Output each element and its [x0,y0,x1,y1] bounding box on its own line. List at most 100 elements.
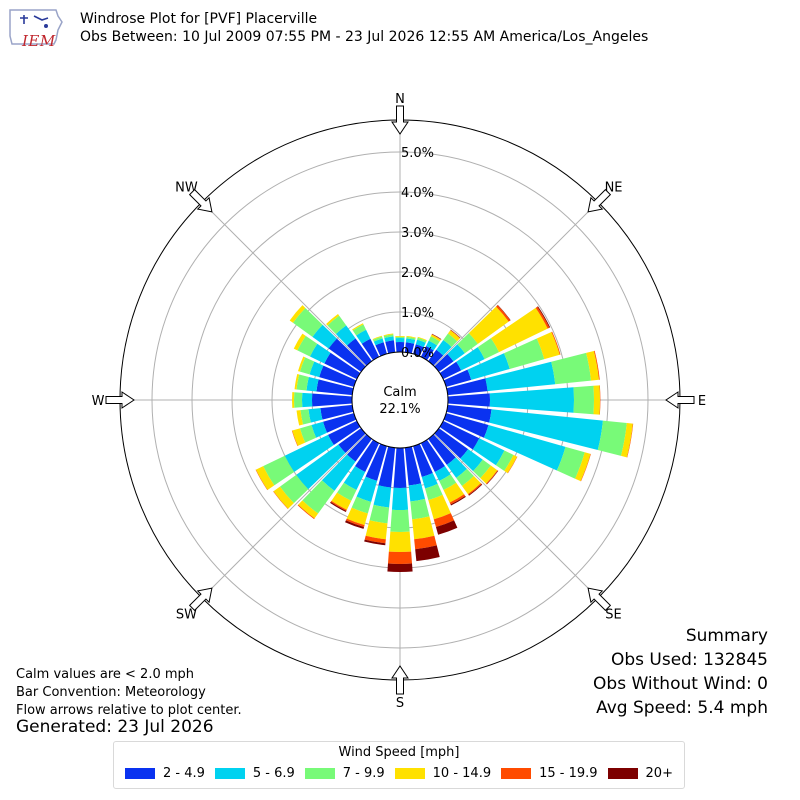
legend-label: 10 - 14.9 [432,766,492,781]
iowa-state-outline-icon [9,9,63,45]
legend-label: 5 - 6.9 [252,766,295,781]
windrose-bar-segment [406,336,416,340]
windrose-bar-segment [273,486,294,509]
windrose-bar-segment [420,439,445,473]
direction-label: SE [605,608,621,623]
windrose-bar-segment [414,535,437,550]
windrose-bar-segment [387,563,413,572]
windrose-bar-segment [580,453,591,482]
windrose-bar-segment [486,470,498,485]
windrose-bar-segment [356,329,371,344]
windrose-bar-segment [503,338,545,369]
windrose-bar-segment [415,339,426,348]
windrose-bar-segment [586,350,599,381]
windrose-bar-segment [327,315,347,335]
windrose-bar-segment [296,444,346,490]
windrose-bar-segment [289,305,306,323]
windrose-bar-segment [361,338,380,361]
windrose-bar-segment [300,409,311,425]
windrose-bar-segment [413,344,424,357]
logo-text: IEM [22,32,56,50]
legend-swatch [501,768,532,779]
windrose-bar-segment [292,392,295,408]
windrose-bar-segment [457,333,478,354]
windrose-bar-segment [485,361,556,392]
windrose-bar-segment [387,551,413,564]
windrose-bar-segment [431,333,442,340]
windrose-bar-segment [593,385,600,415]
windrose-bar-segment [294,373,300,390]
flow-arrow-icon [665,391,695,409]
windrose-bar-segment [496,305,511,322]
windrose-bar-segment [408,483,426,502]
windrose-bar-segment [326,314,340,326]
windrose-bar-segment [449,494,466,505]
windrose-bar-segment [467,483,482,496]
legend-swatch [214,768,245,779]
windrose-bar-segment [417,336,427,341]
radial-tick-label: 2.0% [401,266,434,281]
windrose-bar-segment [626,423,634,458]
windrose-bar-segment [428,336,440,346]
legend-title: Wind Speed [mph] [338,745,460,760]
windrose-bar-segment [395,336,405,337]
radial-tick-label: 0.0% [401,346,434,361]
windrose-bar-segment [435,520,458,535]
windrose-bar-segment [497,304,511,321]
windrose-bar-segment [365,443,387,481]
flow-note: Flow arrows relative to plot center. [16,703,242,718]
legend-item: 2 - 4.9 [124,766,205,781]
windrose-bar-segment [284,434,334,472]
windrose-bar-segment [551,331,561,355]
windrose-bar-segment [431,334,442,340]
windrose-bar-segment [412,516,435,540]
windrose-bar-segment [296,410,304,426]
windrose-bar-segment [364,535,386,544]
windrose-bar-segment [255,466,275,490]
calm-circle [351,351,449,449]
radial-tick-label: 5.0% [401,146,434,161]
windrose-bar-segment [410,498,430,520]
windrose-bar-segment [483,425,566,471]
windrose-bar-segment [330,501,347,512]
windrose-bar-segment [388,531,412,552]
windrose-bar-segment [456,347,485,371]
windrose-bar-segment [421,472,438,489]
windrose-bar-segment [428,494,451,520]
windrose-bar-segment [351,496,372,514]
flow-arrow-icon [391,105,409,135]
windrose-bar-segment [536,331,560,360]
legend-items: 2 - 4.9 5 - 6.9 7 - 9.9 10 - 14.9 15 - 19.9 2… [114,760,684,781]
chart-subtitle: Obs Between: 10 Jul 2009 07:55 PM - 23 J… [80,29,649,45]
legend-label: 2 - 4.9 [162,766,205,781]
windrose-bar-segment [306,376,319,392]
windrose-bar-segment [391,487,409,510]
windrose-bar-segment [434,466,451,482]
flow-arrow-icon [391,665,409,695]
windrose-bar-segment [405,338,416,344]
windrose-bar-segment [477,338,500,360]
windrose-bar-segment [328,338,366,372]
windrose-bar-segment [406,335,416,339]
angular-gridline [433,433,599,599]
chart-title: Windrose Plot for [PVF] Placerville [80,11,318,27]
windrose-bar-segment [434,428,469,459]
windrose-bar-segment [439,474,457,491]
windrose-bar-segment [420,345,434,361]
obs-without-wind: Obs Without Wind: 0 [593,674,768,694]
windrose-bar-segment [434,353,454,372]
windrose-bar-segment [446,404,492,423]
direction-label: NE [605,180,623,195]
windrose-bar-segment [462,475,481,495]
angular-gridline [201,201,367,367]
windrose-bar-segment [556,446,585,479]
windrose-bar-segment [446,378,488,396]
windrose-bar-segment [425,483,443,501]
windrose-bar-segment [599,385,601,415]
windrose-bar-segment [443,369,472,387]
windrose-bar-segment [390,509,410,532]
windrose-bar-segment [426,340,438,351]
windrose-chart: Calm 22.1% 0.0% 1.0% 2.0% 3.0% 4.0% 5.0% N NE E SE S… [92,92,707,711]
windrose-bar-segment [393,447,407,488]
windrose-bar-segment [473,459,491,479]
